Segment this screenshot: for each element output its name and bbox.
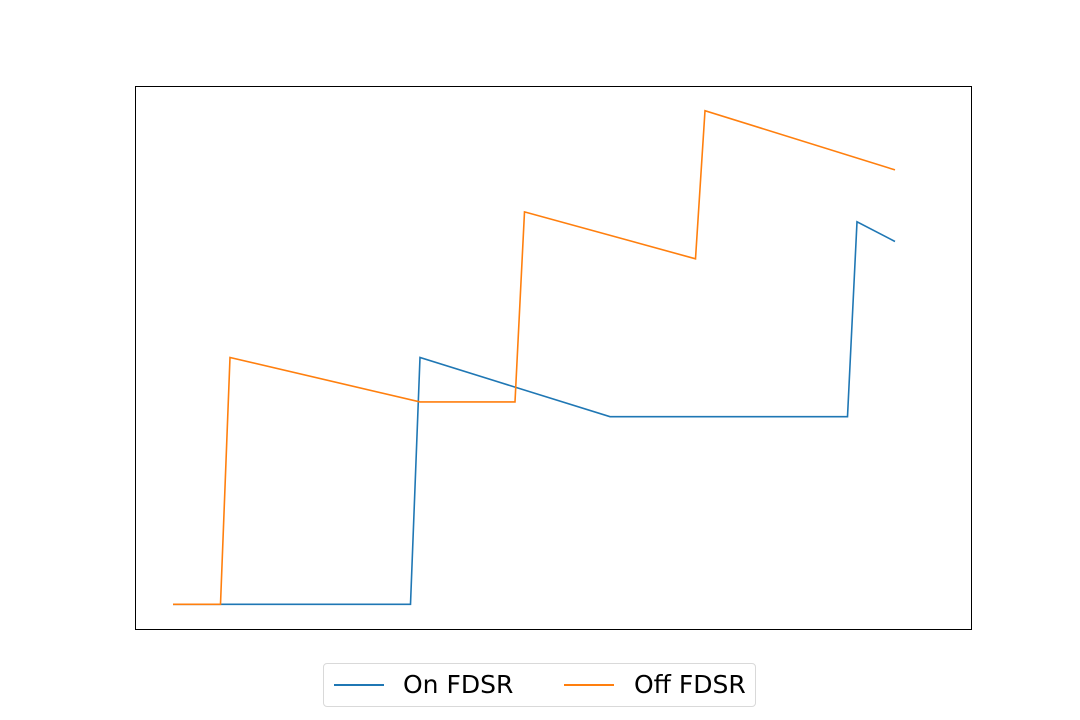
series-layer [173, 109, 896, 606]
series-line-1 [173, 109, 896, 606]
legend: On FDSR Off FDSR [323, 663, 756, 707]
legend-swatch-series-0 [334, 684, 384, 686]
legend-swatch-series-1 [564, 684, 614, 686]
legend-label-series-0: On FDSR [403, 670, 514, 699]
legend-label-series-1: Off FDSR [634, 670, 746, 699]
plot-area-frame [135, 86, 972, 630]
